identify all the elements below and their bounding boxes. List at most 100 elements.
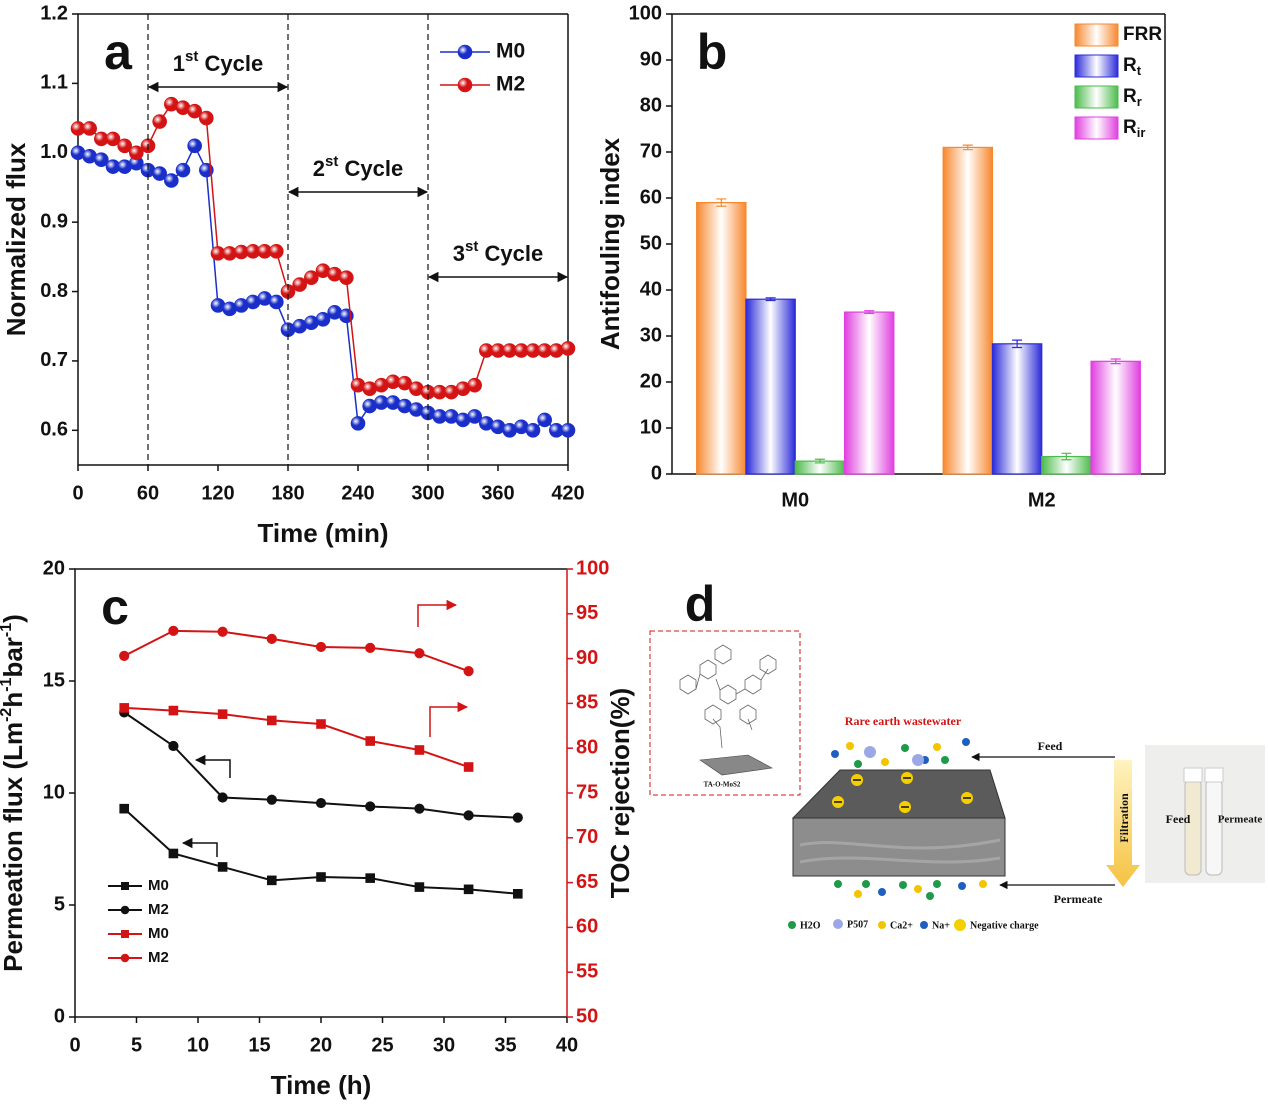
x-tick-label: 180 <box>271 482 304 504</box>
marker <box>187 103 202 119</box>
legend-label: Ca2+ <box>890 920 913 931</box>
cycle-label: 2st Cycle <box>313 153 403 181</box>
y2-tick-label: 80 <box>576 736 598 758</box>
y-tick-label: 50 <box>640 232 662 254</box>
particles <box>831 738 987 900</box>
marker <box>512 812 523 823</box>
marker <box>525 423 541 438</box>
marker <box>414 745 425 755</box>
vial <box>1184 779 1202 876</box>
inset-box <box>649 630 801 796</box>
marker <box>152 166 167 181</box>
inset-caption: TA-O-MoS2 <box>704 781 741 789</box>
axis-frame <box>77 13 568 466</box>
marker <box>463 884 474 895</box>
panel-label: c <box>101 579 129 635</box>
legend-swatch <box>788 921 796 929</box>
y-tick-label: 60 <box>640 186 662 208</box>
legend-marker <box>121 930 129 938</box>
legend-swatch <box>1074 116 1119 140</box>
y-tick-label: 90 <box>640 48 662 70</box>
x-axis-title: Time (min) <box>258 518 389 548</box>
axis-pointer <box>429 701 469 737</box>
marker <box>467 377 482 393</box>
legend-marker <box>120 953 130 963</box>
legend-label: Rr <box>1123 86 1142 109</box>
legend-swatch <box>920 921 928 929</box>
mos2-sheet <box>699 754 773 776</box>
y-tick-label: 5 <box>54 893 65 915</box>
marker <box>168 705 179 716</box>
marker <box>414 803 425 814</box>
x-tick-label: 120 <box>201 482 234 504</box>
vial-cap <box>1204 767 1224 783</box>
y2-tick-label: 65 <box>576 871 598 893</box>
x-tick-label: 20 <box>310 1034 332 1056</box>
marker <box>119 703 129 713</box>
error-bar <box>814 458 825 464</box>
marker <box>217 626 228 637</box>
bar <box>843 311 895 475</box>
marker <box>339 270 354 285</box>
y2-tick-label: 75 <box>576 781 598 803</box>
marker <box>168 740 179 752</box>
marker <box>365 801 376 812</box>
legend-label: M0 <box>496 40 525 63</box>
marker <box>187 138 202 154</box>
marker <box>560 341 576 356</box>
x-tick-label: 15 <box>248 1034 270 1056</box>
error-bar <box>962 144 973 151</box>
y-tick-label: 0.8 <box>40 280 68 302</box>
y-tick-label: 10 <box>43 781 65 803</box>
marker <box>365 873 375 883</box>
y2-tick-label: 50 <box>576 1005 598 1027</box>
legend-label: M2 <box>148 949 169 966</box>
series-line <box>123 629 469 673</box>
marker <box>267 875 277 886</box>
legend-marker <box>120 905 130 915</box>
marker <box>164 173 179 188</box>
marker <box>316 719 326 729</box>
legend-swatch <box>833 919 843 929</box>
x-tick-label: 60 <box>137 482 159 504</box>
marker <box>129 145 144 161</box>
x-tick-label: 360 <box>481 482 514 504</box>
molecule-sketch <box>679 644 777 749</box>
legend-label: Rt <box>1123 55 1142 78</box>
x-tick-label: 0 <box>72 482 83 504</box>
y-tick-label: 70 <box>640 140 662 162</box>
y-tick-label: 1.1 <box>40 72 68 94</box>
permeate-label: Permeate <box>1054 892 1103 906</box>
legend-label: M2 <box>148 901 169 918</box>
bar <box>696 202 747 475</box>
error-bar <box>716 198 727 207</box>
bar <box>942 146 994 475</box>
marker <box>365 736 375 746</box>
y2-tick-label: 90 <box>576 647 598 669</box>
y-axis-title: Normalized flux <box>1 142 31 336</box>
bar <box>991 343 1043 475</box>
legend-swatch <box>878 921 886 929</box>
legend-label: M2 <box>496 73 525 96</box>
legend-label: FRR <box>1123 24 1162 45</box>
legend-label: M0 <box>148 925 169 942</box>
y2-tick-label: 95 <box>576 602 598 624</box>
cycle-label: 1st Cycle <box>173 48 263 76</box>
bar <box>1090 360 1141 475</box>
y2-tick-label: 100 <box>576 557 609 579</box>
marker <box>119 650 130 662</box>
charges <box>832 772 973 813</box>
y-tick-label: 0.6 <box>40 419 68 441</box>
marker <box>513 889 523 899</box>
panel-label: d <box>685 576 716 632</box>
y-tick-label: 30 <box>640 324 662 346</box>
x-tick-label: 5 <box>131 1034 142 1056</box>
legend-label: M0 <box>148 877 169 894</box>
marker <box>414 648 425 659</box>
bar <box>745 298 796 475</box>
y-tick-label: 80 <box>640 94 662 116</box>
x-tick-label: 25 <box>371 1034 393 1056</box>
x-tick-label: 240 <box>341 482 374 504</box>
marker <box>365 642 376 653</box>
